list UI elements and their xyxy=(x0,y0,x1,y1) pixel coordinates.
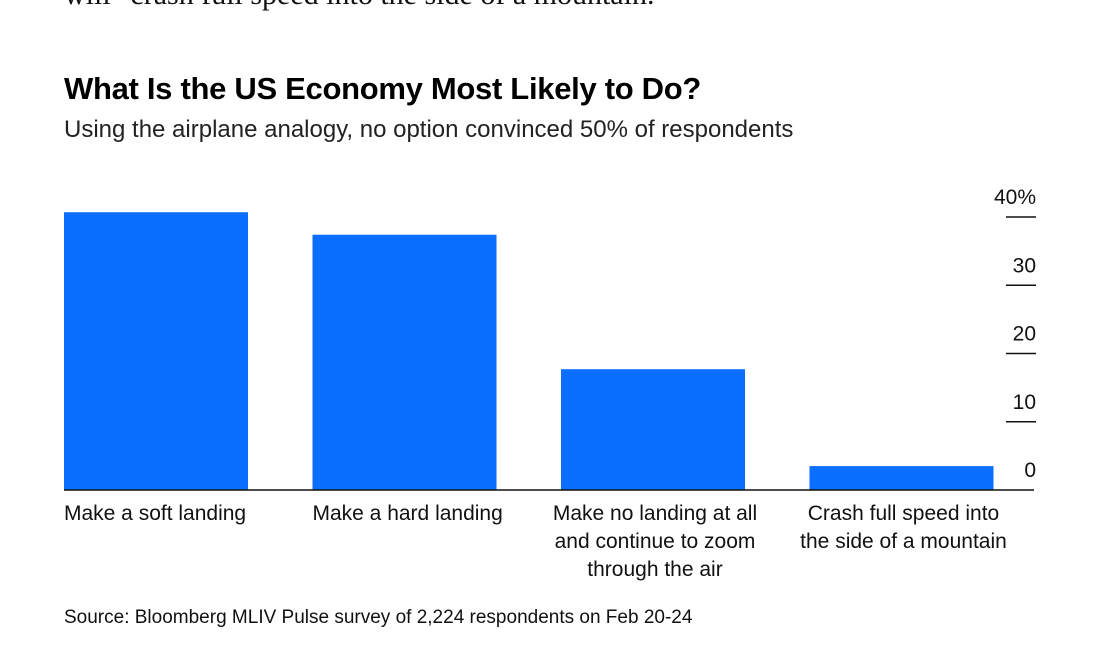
y-axis: 0 10 20 30 40% xyxy=(994,186,1036,482)
bar-3 xyxy=(561,369,745,490)
bars-layer xyxy=(64,212,994,490)
chart-subtitle: Using the airplane analogy, no option co… xyxy=(64,116,794,143)
y-tick-label-20: 20 xyxy=(1013,323,1036,346)
bar-1 xyxy=(64,212,248,490)
article-text-fragment: will "crash full speed into the side of … xyxy=(64,0,667,12)
bar-2 xyxy=(312,234,497,490)
x-tick-label-4: Crash full speed into the side of a mount… xyxy=(800,502,1007,553)
y-tick-label-30: 30 xyxy=(1013,254,1036,277)
x-axis: Make a soft landing Make a hard landing Ma… xyxy=(64,489,1034,581)
chart-title: What Is the US Economy Most Likely to Do… xyxy=(64,71,702,106)
x-tick-label-2: Make a hard landing xyxy=(313,502,503,525)
y-tick-label-40: 40% xyxy=(994,186,1036,209)
y-tick-label-0: 0 xyxy=(1024,459,1036,482)
y-tick-label-10: 10 xyxy=(1013,391,1036,414)
x-tick-label-1: Make a soft landing xyxy=(64,502,246,525)
x-tick-label-3: Make no landing at all and continue to zo… xyxy=(553,502,757,581)
source-note: Source: Bloomberg MLIV Pulse survey of 2… xyxy=(64,607,693,628)
bar-4 xyxy=(809,466,994,490)
